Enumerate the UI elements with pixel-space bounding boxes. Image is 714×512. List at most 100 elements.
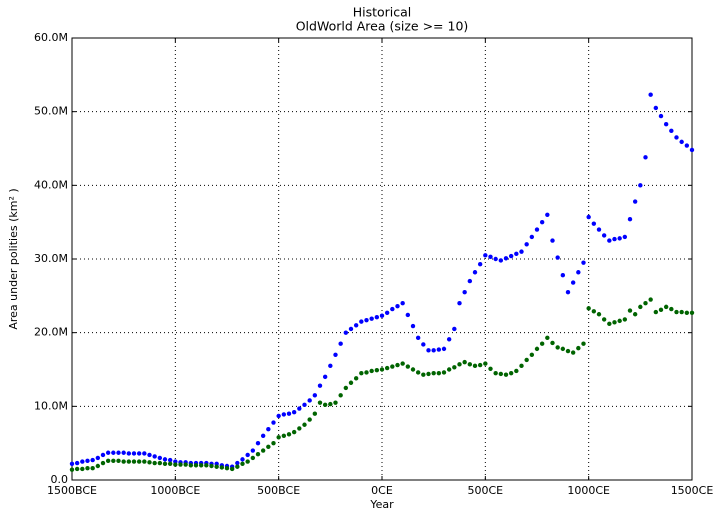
point (69, 467, 75, 472)
point (131, 451, 137, 456)
point (446, 337, 452, 342)
point (643, 301, 648, 306)
point (472, 363, 478, 369)
point (679, 139, 684, 145)
y-tick-label: 30.0M (34, 252, 68, 265)
point (338, 341, 343, 346)
point (353, 376, 359, 381)
point (167, 461, 173, 466)
point (452, 365, 457, 370)
y-tick-label: 20.0M (34, 326, 68, 339)
point (157, 460, 163, 466)
point (328, 401, 333, 407)
point (276, 435, 281, 440)
point (643, 155, 648, 160)
point (410, 367, 416, 372)
point (689, 310, 695, 315)
point (291, 410, 297, 415)
point (586, 306, 591, 311)
point (400, 301, 405, 306)
point (452, 326, 457, 332)
point (612, 236, 617, 242)
y-tick-label: 0.0 (51, 473, 69, 486)
point (136, 451, 142, 456)
x-tick-label: 1500CE (671, 484, 714, 497)
point (74, 466, 80, 472)
point (519, 363, 524, 369)
point (607, 321, 612, 327)
point (338, 393, 343, 398)
point (539, 219, 545, 225)
point (581, 341, 586, 346)
y-tick-label: 50.0M (34, 105, 68, 118)
point (353, 323, 359, 328)
point (348, 326, 354, 332)
point (379, 313, 385, 318)
point (493, 370, 498, 376)
point (69, 461, 75, 466)
point (198, 463, 204, 468)
point (105, 458, 111, 464)
point (188, 463, 194, 468)
point (178, 462, 183, 467)
point (307, 398, 312, 403)
y-axis-label: Area under polities (km² ) (7, 188, 20, 329)
point (617, 236, 622, 241)
point (565, 289, 571, 295)
point (343, 330, 349, 335)
point (271, 420, 276, 425)
point (100, 460, 106, 466)
point (415, 335, 421, 341)
point (74, 460, 80, 466)
point (333, 400, 338, 405)
point (545, 212, 550, 217)
point (266, 426, 271, 432)
point (405, 312, 411, 318)
point (632, 199, 638, 204)
point (498, 258, 504, 263)
point (638, 304, 643, 310)
point (312, 393, 318, 398)
point (271, 440, 276, 446)
point (95, 455, 101, 461)
point (312, 411, 318, 416)
point (281, 412, 287, 417)
point (307, 417, 312, 422)
chart-subtitle: OldWorld Area (size >= 10) (296, 19, 469, 34)
point (379, 367, 385, 372)
point (286, 432, 292, 437)
point (85, 458, 90, 464)
point (162, 461, 168, 466)
point (219, 465, 225, 470)
point (167, 457, 173, 463)
chart-title: Historical (353, 5, 412, 20)
point (431, 348, 436, 353)
point (493, 256, 498, 262)
point (508, 253, 514, 259)
point (534, 227, 540, 232)
point (126, 459, 132, 464)
point (266, 444, 271, 450)
point (508, 370, 514, 376)
point (591, 221, 597, 226)
point (85, 466, 90, 471)
point (390, 364, 395, 369)
point (235, 464, 240, 469)
point (245, 452, 250, 458)
point (80, 466, 85, 472)
point (302, 422, 307, 427)
point (596, 312, 602, 317)
point (658, 113, 664, 119)
point (581, 260, 586, 265)
point (224, 466, 230, 471)
point (157, 455, 163, 461)
point (136, 459, 142, 464)
point (555, 345, 560, 350)
point (126, 451, 132, 456)
point (410, 323, 416, 329)
point (524, 357, 529, 363)
point (503, 372, 509, 377)
point (193, 463, 199, 468)
point (441, 346, 447, 352)
point (384, 310, 390, 315)
